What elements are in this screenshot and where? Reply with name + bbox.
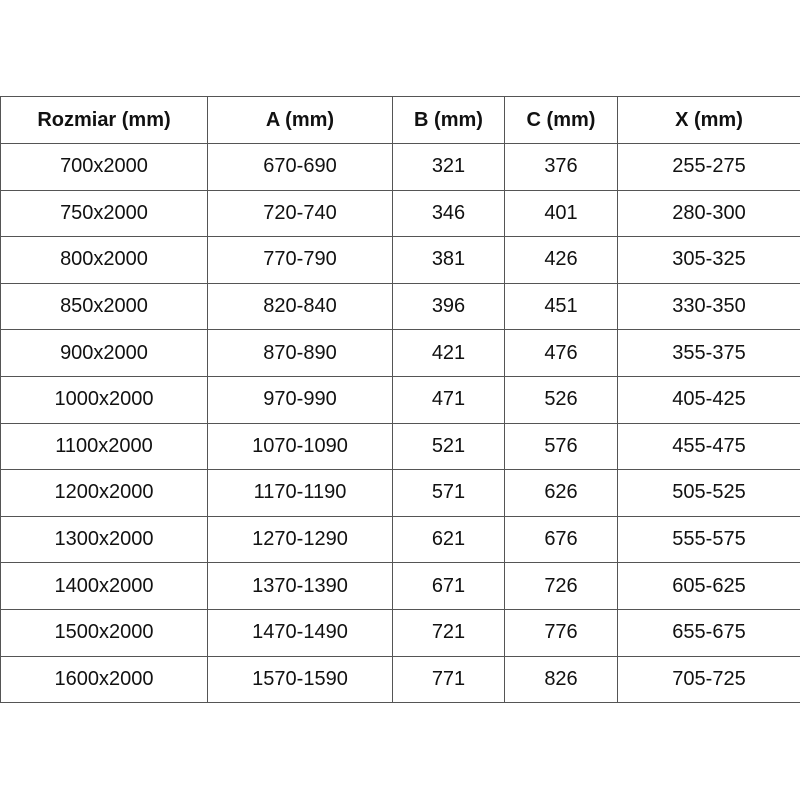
- cell-c: 426: [504, 236, 618, 284]
- cell-b: 396: [392, 282, 505, 331]
- cell-c: 451: [504, 282, 618, 331]
- cell-a: 720-740: [207, 189, 393, 238]
- cell-a: 770-790: [207, 236, 393, 284]
- cell-c: 476: [504, 329, 618, 377]
- cell-size: 1500x2000: [0, 608, 208, 657]
- cell-x: 605-625: [617, 562, 800, 610]
- cell-b: 381: [392, 236, 505, 284]
- header-a: A (mm): [207, 96, 393, 144]
- table-row: 1600x2000 1570-1590 771 826 705-725: [0, 655, 800, 704]
- table-row: 850x2000 820-840 396 451 330-350: [0, 282, 800, 331]
- cell-b: 721: [392, 608, 505, 657]
- cell-a: 670-690: [207, 143, 393, 191]
- cell-b: 621: [392, 515, 505, 564]
- cell-a: 1470-1490: [207, 608, 393, 657]
- cell-c: 826: [504, 655, 618, 704]
- cell-size: 900x2000: [0, 329, 208, 377]
- table-row: 800x2000 770-790 381 426 305-325: [0, 236, 800, 284]
- header-c: C (mm): [504, 96, 618, 144]
- cell-x: 655-675: [617, 608, 800, 657]
- cell-c: 401: [504, 189, 618, 238]
- cell-size: 1000x2000: [0, 375, 208, 424]
- cell-x: 405-425: [617, 375, 800, 424]
- cell-b: 521: [392, 422, 505, 471]
- table-row: 1300x2000 1270-1290 621 676 555-575: [0, 515, 800, 564]
- table-row: 900x2000 870-890 421 476 355-375: [0, 329, 800, 377]
- cell-a: 1070-1090: [207, 422, 393, 471]
- cell-b: 321: [392, 143, 505, 191]
- cell-size: 1100x2000: [0, 422, 208, 471]
- cell-c: 776: [504, 608, 618, 657]
- cell-a: 1170-1190: [207, 469, 393, 517]
- header-size: Rozmiar (mm): [0, 96, 208, 144]
- cell-x: 280-300: [617, 189, 800, 238]
- cell-b: 671: [392, 562, 505, 610]
- cell-a: 1270-1290: [207, 515, 393, 564]
- cell-c: 376: [504, 143, 618, 191]
- cell-size: 750x2000: [0, 189, 208, 238]
- header-b: B (mm): [392, 96, 505, 144]
- dimensions-table: Rozmiar (mm) A (mm) B (mm) C (mm) X (mm)…: [0, 96, 800, 704]
- cell-x: 305-325: [617, 236, 800, 284]
- cell-size: 1300x2000: [0, 515, 208, 564]
- table-row: 750x2000 720-740 346 401 280-300: [0, 189, 800, 238]
- cell-a: 1570-1590: [207, 655, 393, 704]
- cell-x: 555-575: [617, 515, 800, 564]
- cell-size: 850x2000: [0, 282, 208, 331]
- cell-x: 455-475: [617, 422, 800, 471]
- cell-b: 571: [392, 469, 505, 517]
- cell-a: 870-890: [207, 329, 393, 377]
- cell-x: 705-725: [617, 655, 800, 704]
- cell-size: 1200x2000: [0, 469, 208, 517]
- table-row: 1500x2000 1470-1490 721 776 655-675: [0, 608, 800, 657]
- cell-c: 626: [504, 469, 618, 517]
- cell-a: 1370-1390: [207, 562, 393, 610]
- cell-x: 255-275: [617, 143, 800, 191]
- table-row: 1000x2000 970-990 471 526 405-425: [0, 375, 800, 424]
- table-row: 1200x2000 1170-1190 571 626 505-525: [0, 469, 800, 517]
- cell-b: 346: [392, 189, 505, 238]
- cell-b: 771: [392, 655, 505, 704]
- cell-x: 330-350: [617, 282, 800, 331]
- cell-size: 800x2000: [0, 236, 208, 284]
- table-row: 700x2000 670-690 321 376 255-275: [0, 143, 800, 191]
- cell-a: 820-840: [207, 282, 393, 331]
- cell-c: 576: [504, 422, 618, 471]
- table-row: 1400x2000 1370-1390 671 726 605-625: [0, 562, 800, 610]
- cell-c: 676: [504, 515, 618, 564]
- cell-b: 471: [392, 375, 505, 424]
- cell-size: 700x2000: [0, 143, 208, 191]
- cell-x: 505-525: [617, 469, 800, 517]
- cell-x: 355-375: [617, 329, 800, 377]
- header-x: X (mm): [617, 96, 800, 144]
- cell-size: 1600x2000: [0, 655, 208, 704]
- cell-c: 726: [504, 562, 618, 610]
- cell-b: 421: [392, 329, 505, 377]
- header-row: Rozmiar (mm) A (mm) B (mm) C (mm) X (mm): [0, 96, 800, 144]
- cell-c: 526: [504, 375, 618, 424]
- table-row: 1100x2000 1070-1090 521 576 455-475: [0, 422, 800, 471]
- cell-size: 1400x2000: [0, 562, 208, 610]
- cell-a: 970-990: [207, 375, 393, 424]
